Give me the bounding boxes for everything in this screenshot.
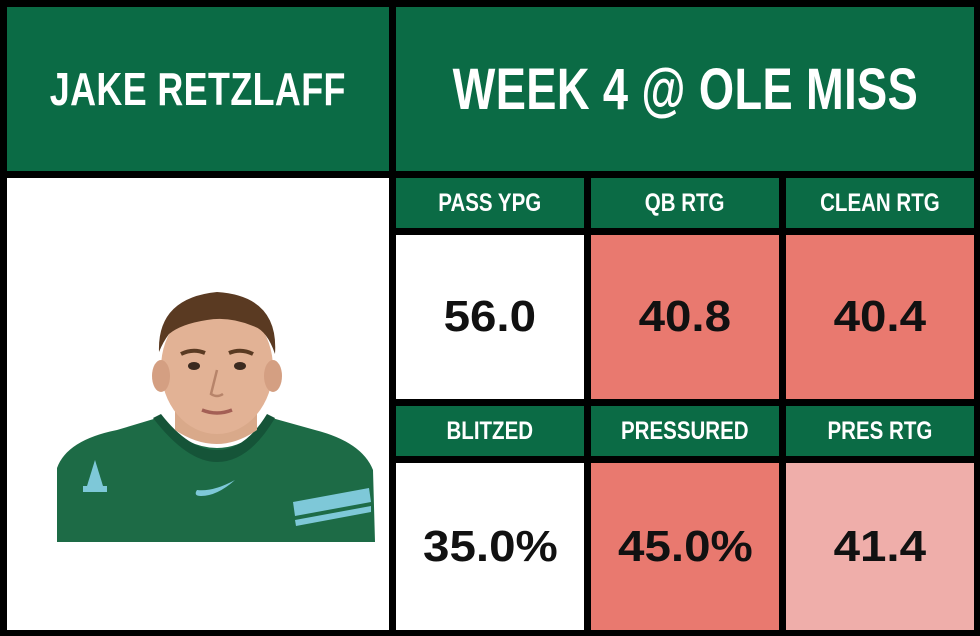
game-title: WEEK 4 @ OLE MISS <box>452 56 918 122</box>
stat-label-pressured: PRESSURED <box>591 406 779 456</box>
player-photo-panel <box>7 178 389 630</box>
stat-label-clean-rtg: CLEAN RTG <box>786 178 974 228</box>
stat-value-pass-ypg: 56.0 <box>396 235 584 399</box>
stat-label-qb-rtg: QB RTG <box>591 178 779 228</box>
stat-label-blitzed: BLITZED <box>396 406 584 456</box>
player-name-header: JAKE RETZLAFF <box>7 7 389 171</box>
stat-value-clean-rtg: 40.4 <box>786 235 974 399</box>
stat-label-pres-rtg: PRES RTG <box>786 406 974 456</box>
letter-a-logo-icon <box>87 460 103 486</box>
stat-label-pass-ypg: PASS YPG <box>396 178 584 228</box>
player-name: JAKE RETZLAFF <box>49 63 347 115</box>
swoosh-logo-icon <box>195 480 235 496</box>
stat-value-qb-rtg: 40.8 <box>591 235 779 399</box>
stat-value-pres-rtg: 41.4 <box>786 463 974 630</box>
player-headshot-icon <box>57 292 375 542</box>
stat-value-pressured: 45.0% <box>591 463 779 630</box>
game-title-header: WEEK 4 @ OLE MISS <box>396 7 974 171</box>
stat-value-blitzed: 35.0% <box>396 463 584 630</box>
